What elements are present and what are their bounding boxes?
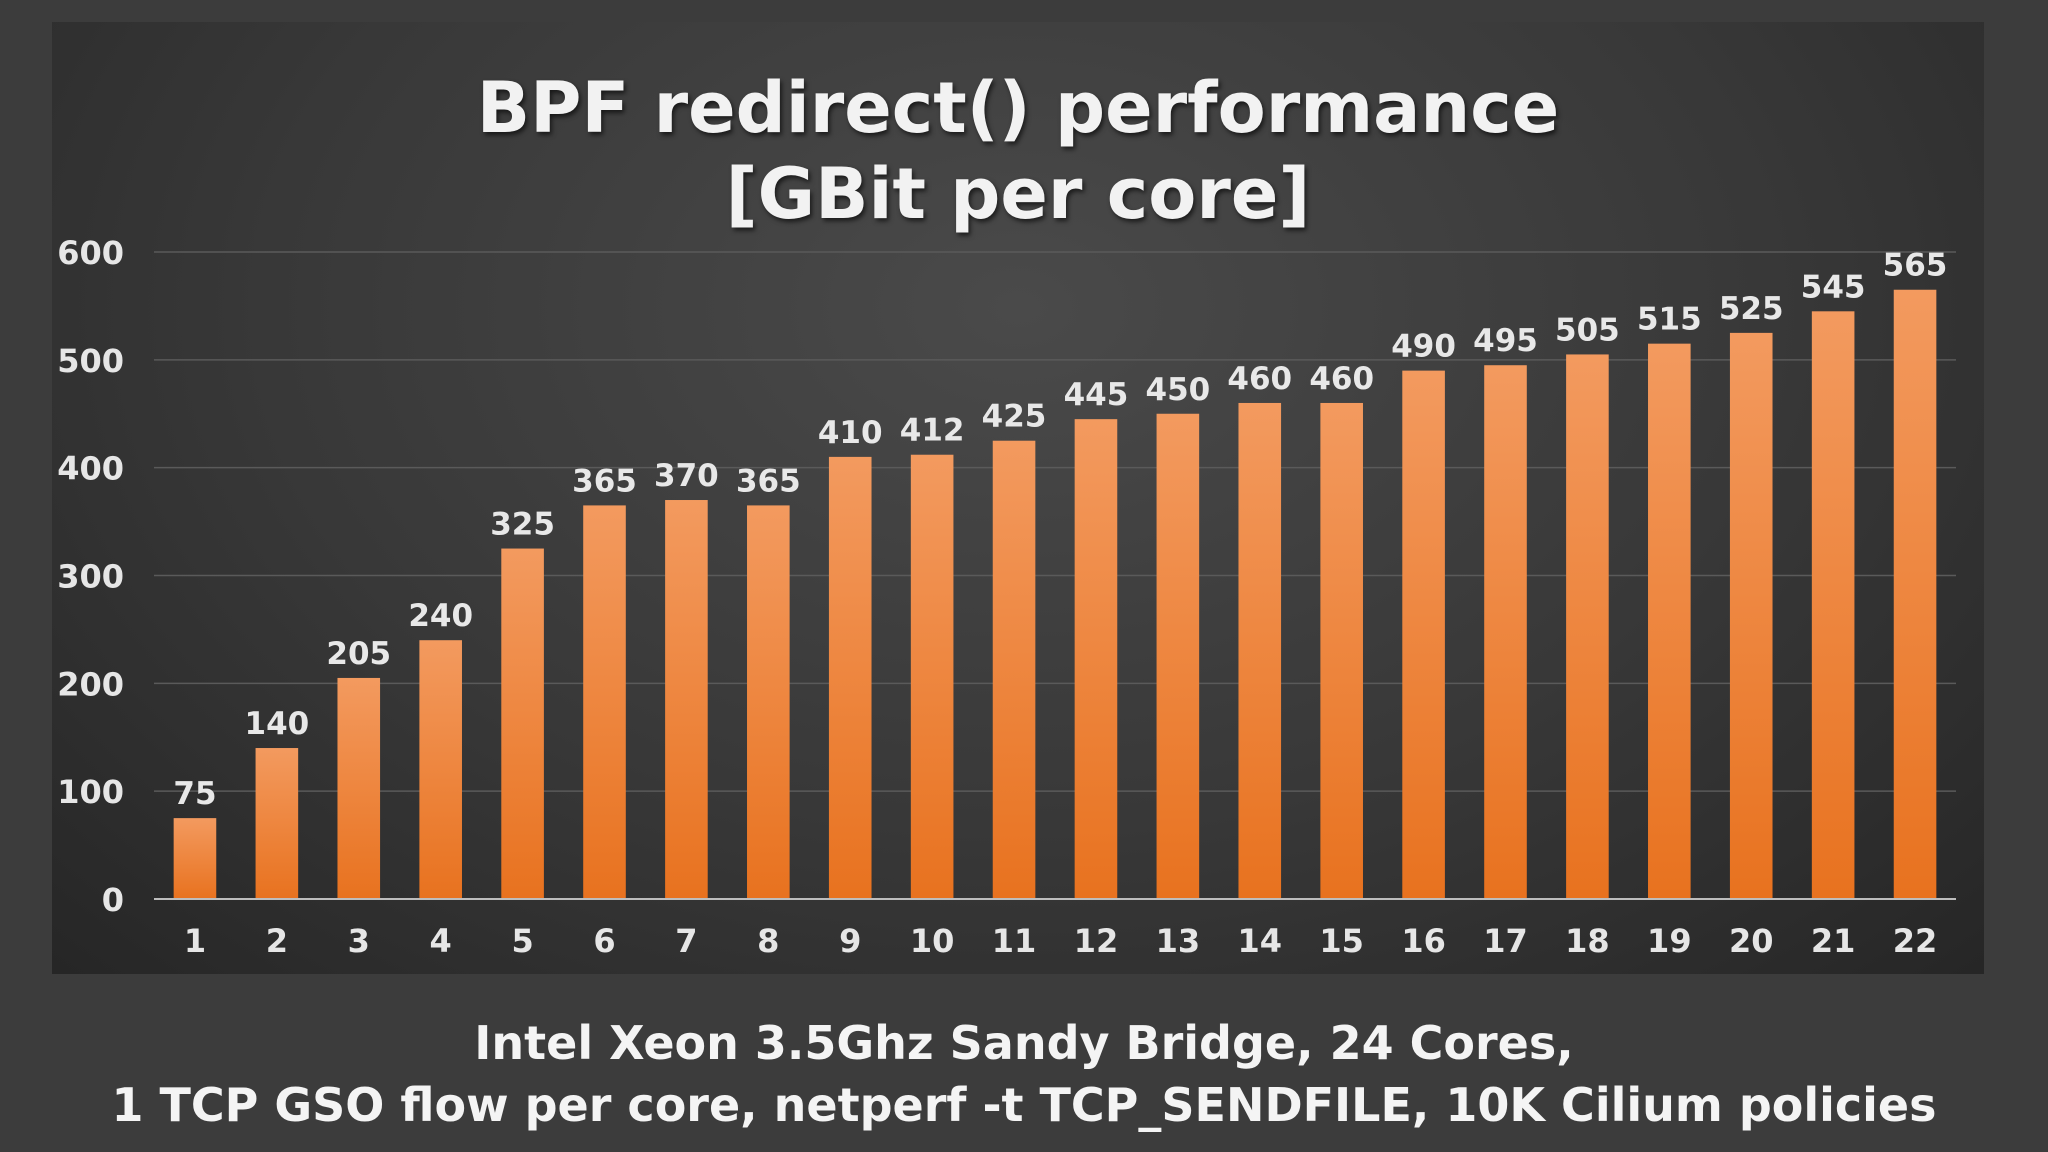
bar (665, 500, 708, 899)
data-label: 365 (572, 463, 637, 499)
x-tick-label: 3 (348, 922, 370, 960)
data-label: 410 (818, 415, 883, 451)
x-tick-label: 4 (430, 922, 452, 960)
x-tick-label: 2 (266, 922, 288, 960)
x-tick-label: 19 (1647, 922, 1692, 960)
x-tick-label: 5 (511, 922, 533, 960)
footnote-line-1: Intel Xeon 3.5Ghz Sandy Bridge, 24 Cores… (474, 1016, 1574, 1070)
x-tick-label: 6 (593, 922, 615, 960)
data-label: 505 (1555, 312, 1620, 348)
data-label: 425 (982, 399, 1047, 435)
bar (910, 454, 954, 899)
bar (1156, 413, 1200, 899)
data-label: 370 (654, 458, 719, 494)
x-tick-label: 7 (675, 922, 697, 960)
x-tick-label: 16 (1401, 922, 1446, 960)
x-tick-label: 22 (1893, 922, 1938, 960)
data-label: 460 (1227, 361, 1292, 397)
x-tick-label: 17 (1483, 922, 1528, 960)
data-labels: 75 140 205 240 325 365 370 365 410 412 425 445 450 46… (173, 248, 1947, 812)
bar (173, 818, 217, 899)
x-tick-label: 18 (1565, 922, 1610, 960)
data-label: 450 (1146, 372, 1211, 408)
data-label: 515 (1637, 302, 1702, 338)
x-tick-label: 1 (184, 922, 206, 960)
bar (828, 456, 872, 899)
data-label: 545 (1801, 269, 1866, 305)
bar (337, 677, 381, 899)
data-label: 140 (245, 706, 310, 742)
bar (1893, 289, 1937, 899)
chart-title-line-1: BPF redirect() performance (476, 67, 1560, 149)
bar (501, 548, 544, 899)
chart-title-line-2: [GBit per core] (725, 153, 1311, 235)
data-label: 412 (900, 413, 965, 449)
data-label: 490 (1391, 329, 1456, 365)
footnote: Intel Xeon 3.5Ghz Sandy Bridge, 24 Cores… (0, 1012, 2048, 1136)
bars (173, 289, 1937, 900)
y-tick-label: 200 (57, 665, 124, 703)
x-tick-label: 20 (1729, 922, 1774, 960)
data-label: 365 (736, 463, 801, 499)
y-tick-label: 100 (57, 773, 124, 811)
bar (1811, 311, 1855, 899)
data-label: 525 (1719, 291, 1784, 327)
bar (992, 440, 1036, 899)
y-tick-label: 500 (57, 342, 124, 380)
data-label: 460 (1309, 361, 1374, 397)
data-label: 240 (408, 598, 473, 634)
x-tick-label: 11 (992, 922, 1037, 960)
bar (1566, 354, 1609, 900)
x-tick-label: 15 (1319, 922, 1364, 960)
bar (583, 505, 626, 899)
bar (1074, 419, 1118, 899)
footnote-line-2: 1 TCP GSO flow per core, netperf -t TCP_… (111, 1078, 1937, 1132)
data-label: 325 (490, 507, 555, 543)
chart-panel: BPF redirect() performance [GBit per cor… (52, 22, 1984, 974)
bar (1238, 402, 1282, 899)
y-tick-label: 300 (57, 558, 124, 596)
data-label: 565 (1883, 248, 1948, 284)
x-tick-label: 13 (1156, 922, 1201, 960)
y-tick-label: 600 (57, 234, 124, 272)
x-tick-label: 8 (757, 922, 779, 960)
bar (1402, 370, 1445, 899)
data-label: 205 (326, 636, 391, 672)
y-tick-label: 400 (57, 450, 124, 488)
bar (255, 748, 299, 899)
bar (1729, 332, 1773, 899)
bar (1320, 402, 1363, 899)
bar (1648, 343, 1691, 899)
x-tick-label: 21 (1811, 922, 1856, 960)
bar (1484, 365, 1527, 900)
x-tick-label: 12 (1074, 922, 1119, 960)
y-tick-label: 0 (102, 881, 124, 919)
x-tick-label: 10 (910, 922, 955, 960)
bar (419, 640, 462, 899)
data-label: 75 (173, 776, 216, 812)
x-tick-label: 14 (1238, 922, 1283, 960)
data-label: 445 (1064, 377, 1129, 413)
data-label: 495 (1473, 323, 1538, 359)
bar (747, 505, 790, 899)
x-tick-label: 9 (839, 922, 861, 960)
